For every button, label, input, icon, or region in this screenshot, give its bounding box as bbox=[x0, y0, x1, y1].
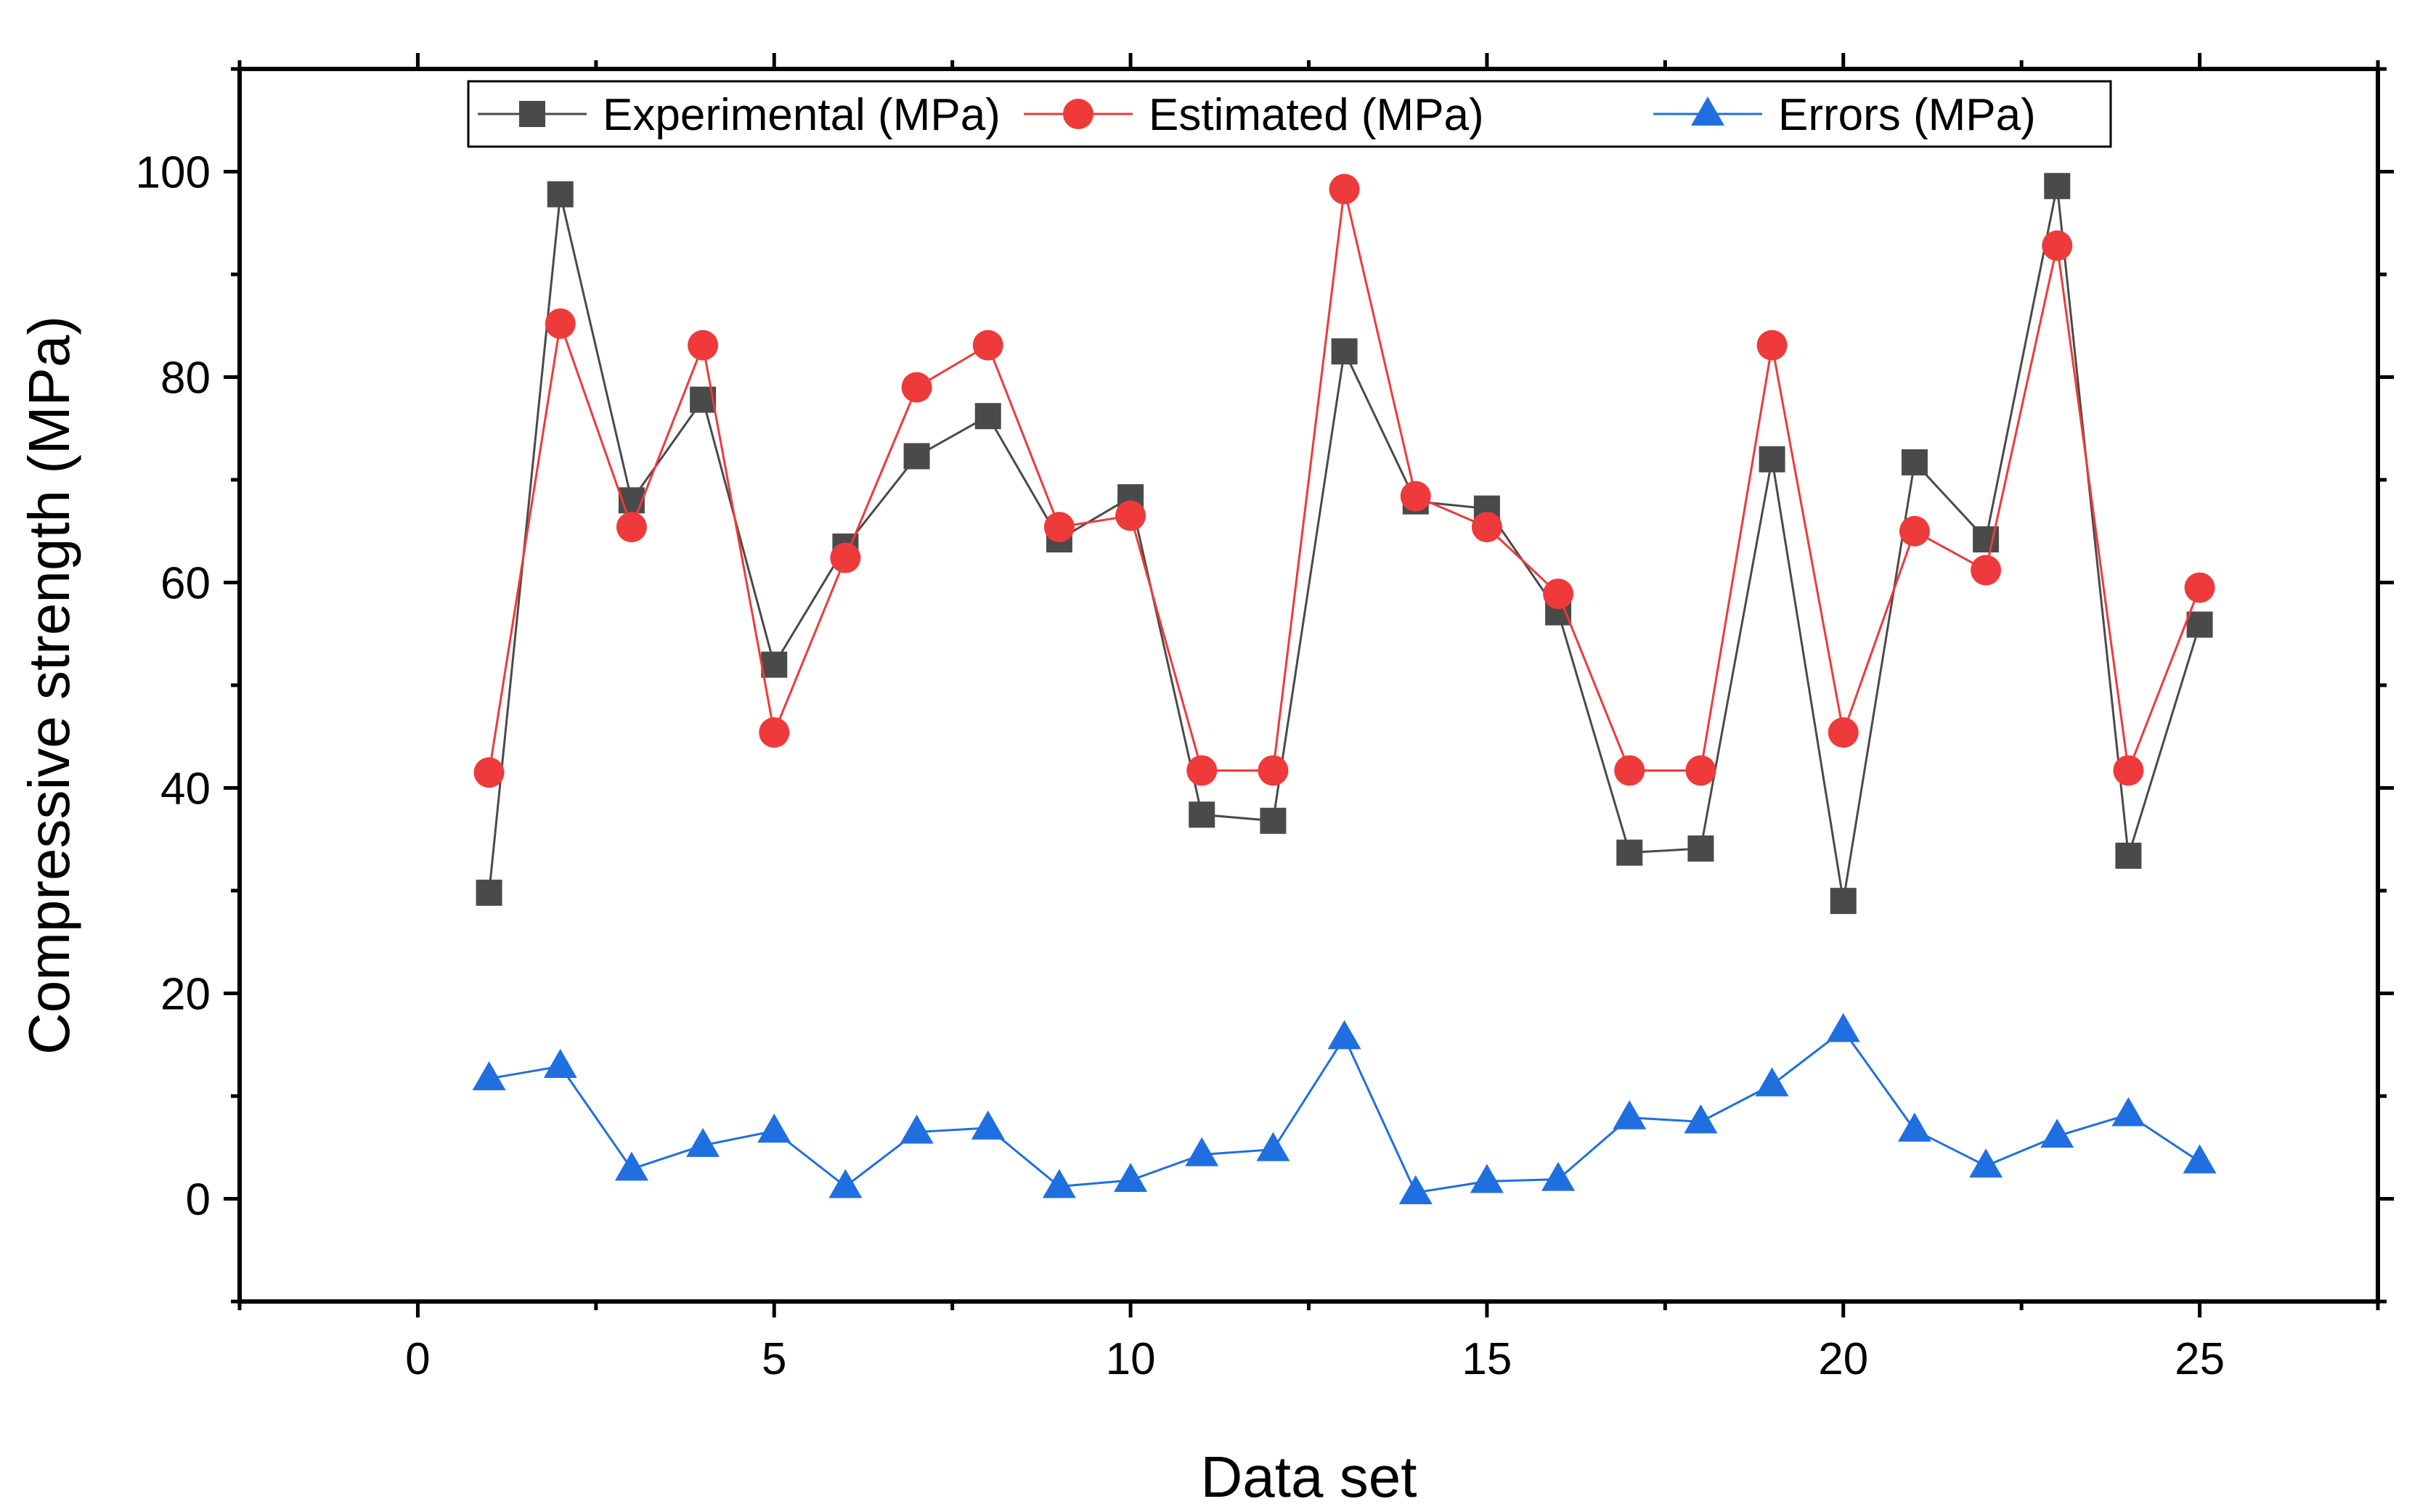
data-point bbox=[1189, 801, 1215, 828]
data-point bbox=[1684, 1104, 1718, 1134]
data-point bbox=[1826, 1013, 1860, 1042]
data-point bbox=[903, 443, 930, 470]
data-point bbox=[547, 181, 574, 208]
data-point bbox=[1398, 1175, 1433, 1205]
data-point bbox=[2184, 572, 2215, 603]
data-point bbox=[616, 512, 647, 543]
legend: Experimental (MPa) Estimated (MPa) Errors … bbox=[467, 80, 2112, 148]
y-axis-title: Compressive strength (MPa) bbox=[17, 316, 81, 1055]
data-point bbox=[1899, 515, 1930, 547]
data-point bbox=[2111, 1097, 2146, 1127]
data-point bbox=[2115, 842, 2142, 869]
data-point bbox=[1186, 755, 1218, 786]
data-point bbox=[759, 717, 790, 748]
data-point bbox=[972, 330, 1003, 361]
y-tick-label: 20 bbox=[160, 970, 211, 1020]
x-tick-label: 20 bbox=[1818, 1334, 1868, 1384]
legend-marker bbox=[1691, 97, 1724, 126]
data-point bbox=[1616, 839, 1643, 866]
series-experimental bbox=[476, 173, 2213, 915]
data-point bbox=[1685, 755, 1716, 786]
data-point bbox=[828, 1169, 863, 1198]
data-point bbox=[971, 1110, 1005, 1140]
x-tick-label: 10 bbox=[1106, 1334, 1156, 1384]
data-point bbox=[1256, 1132, 1290, 1161]
data-point bbox=[543, 1048, 577, 1078]
data-point bbox=[2183, 1144, 2217, 1174]
series-line bbox=[489, 1029, 2201, 1194]
data-point bbox=[1971, 555, 2002, 586]
data-point bbox=[1830, 888, 1857, 915]
data-point bbox=[1901, 449, 1928, 475]
data-point bbox=[1260, 807, 1287, 834]
series-estimated bbox=[473, 173, 2215, 788]
data-point bbox=[1897, 1112, 1931, 1142]
data-point bbox=[2044, 173, 2071, 200]
data-point bbox=[974, 403, 1001, 430]
data-point bbox=[761, 651, 788, 678]
x-tick-label: 0 bbox=[405, 1334, 430, 1384]
y-tick-label: 0 bbox=[186, 1175, 211, 1225]
data-point bbox=[1327, 1020, 1361, 1050]
data-point bbox=[1614, 755, 1645, 786]
plot-area bbox=[472, 173, 2217, 1205]
legend-label: Errors (MPa) bbox=[1778, 90, 2036, 140]
data-point bbox=[473, 757, 505, 788]
legend-marker bbox=[519, 101, 545, 127]
data-point bbox=[545, 308, 576, 339]
data-point bbox=[1400, 481, 1431, 512]
data-point bbox=[1470, 1164, 1504, 1193]
y-tick-label: 40 bbox=[160, 764, 211, 814]
x-axis-title: Data set bbox=[1201, 1444, 1417, 1509]
data-point bbox=[1471, 512, 1502, 543]
data-point bbox=[1331, 338, 1358, 365]
data-point bbox=[1329, 173, 1360, 205]
data-point bbox=[1185, 1137, 1219, 1166]
x-tick-label: 5 bbox=[762, 1334, 786, 1384]
series-line bbox=[488, 186, 2201, 902]
x-tick-label: 25 bbox=[2175, 1334, 2225, 1384]
data-point bbox=[1115, 500, 1146, 531]
data-point bbox=[901, 372, 932, 403]
y-tick-label: 80 bbox=[160, 354, 211, 404]
data-point bbox=[2113, 755, 2144, 786]
y-tick-label: 100 bbox=[136, 148, 211, 198]
data-point bbox=[1828, 717, 1859, 748]
legend-label: Estimated (MPa) bbox=[1149, 90, 1484, 140]
data-point bbox=[1755, 1067, 1789, 1097]
legend-marker bbox=[1063, 99, 1093, 129]
series-line bbox=[488, 189, 2201, 775]
legend-box bbox=[467, 80, 2112, 148]
data-point bbox=[2040, 1119, 2074, 1148]
data-point bbox=[900, 1114, 934, 1144]
data-point bbox=[472, 1061, 506, 1090]
data-point bbox=[1114, 1163, 1148, 1193]
y-tick-label: 60 bbox=[160, 559, 211, 609]
data-point bbox=[614, 1151, 648, 1181]
data-point bbox=[1613, 1100, 1647, 1129]
data-point bbox=[2042, 230, 2073, 261]
series-errors bbox=[472, 1013, 2217, 1205]
data-point bbox=[2186, 611, 2213, 638]
data-point bbox=[1042, 1169, 1076, 1198]
legend-label: Experimental (MPa) bbox=[603, 90, 1001, 140]
data-point bbox=[1543, 579, 1574, 610]
data-point bbox=[1541, 1161, 1576, 1191]
data-point bbox=[686, 1127, 720, 1157]
data-point bbox=[830, 542, 861, 573]
data-point bbox=[1043, 512, 1075, 543]
x-tick-label: 15 bbox=[1462, 1334, 1512, 1384]
data-point bbox=[1756, 330, 1788, 361]
data-point bbox=[476, 879, 502, 906]
data-point bbox=[1258, 755, 1289, 786]
data-point bbox=[757, 1113, 791, 1143]
data-point bbox=[1759, 446, 1785, 473]
axes: 0 5 10 15 20 25 0 20 40 60 80 100 bbox=[136, 53, 2394, 1384]
data-point bbox=[1969, 1148, 2003, 1178]
data-point bbox=[688, 330, 719, 361]
data-point bbox=[1687, 835, 1714, 862]
